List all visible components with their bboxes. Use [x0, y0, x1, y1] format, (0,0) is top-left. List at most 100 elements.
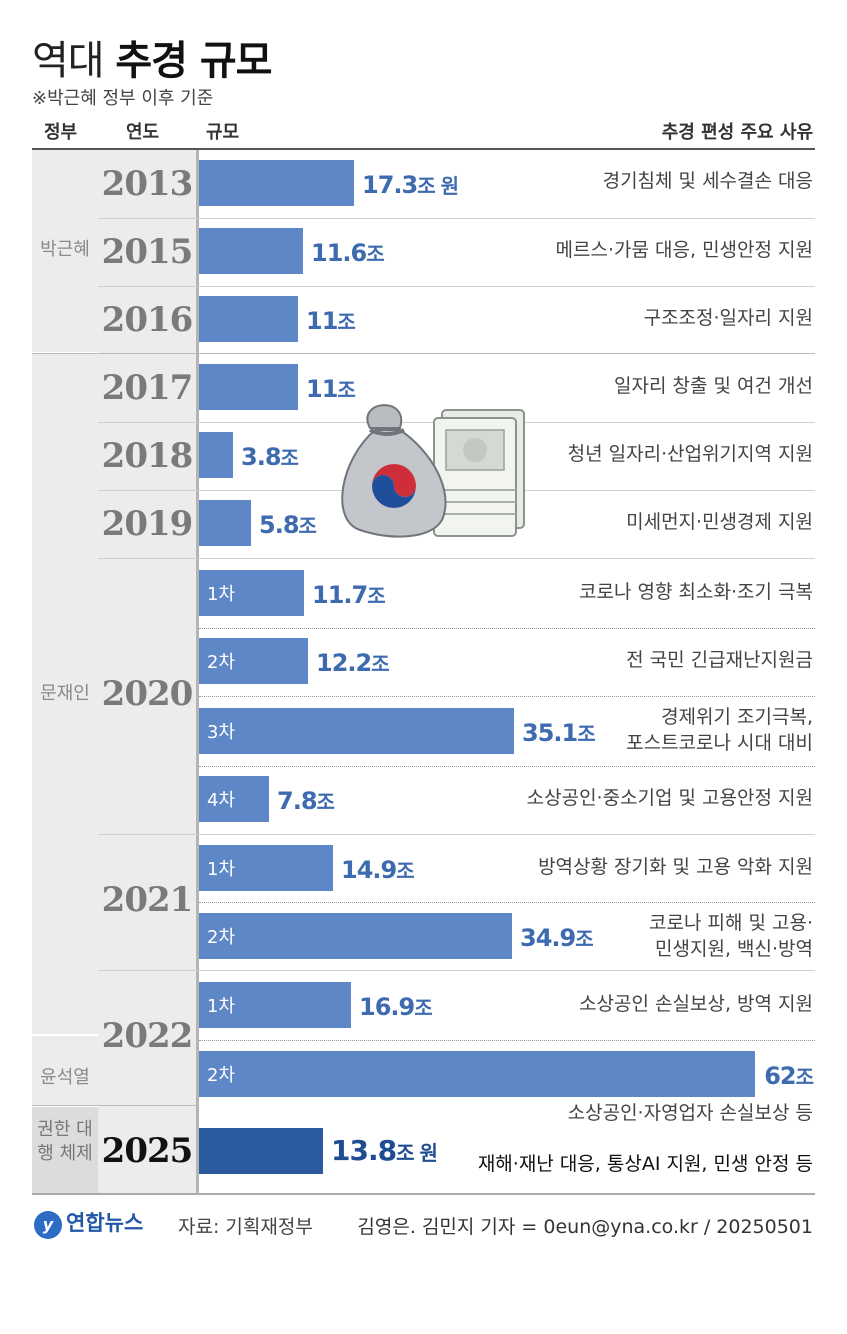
reason-line: 경기침체 및 세수결손 대응 [602, 170, 813, 192]
bar-value-label: 11조 [306, 306, 356, 335]
bar-value-label: 35.1조 [522, 718, 596, 747]
value-unit: 조 [316, 790, 335, 814]
year-label: 2013 [101, 164, 194, 204]
value-unit: 조 원 [417, 174, 459, 198]
header-government: 정부 [44, 122, 78, 143]
bar-round-label: 2차 [207, 927, 236, 948]
row-divider [98, 834, 815, 835]
bar-2013 [199, 160, 354, 206]
value-number: 14.9 [341, 856, 397, 884]
year-label: 2019 [101, 504, 194, 544]
reason-text: 구조조정·일자리 지원 [644, 305, 813, 331]
value-unit: 조 [298, 514, 317, 538]
bar-round-label: 2차 [207, 652, 236, 673]
value-number: 34.9 [520, 924, 576, 952]
bar-2018 [199, 432, 233, 478]
header-year: 연도 [126, 122, 160, 143]
bar-round-label: 3차 [207, 722, 236, 743]
gov-label-moon: 문재인 [40, 683, 90, 704]
value-number: 11.6 [311, 239, 367, 267]
year-label: 2017 [101, 368, 194, 408]
bar-2020-3차: 3차 [199, 708, 514, 754]
bar-value-label: 17.3조 원 [362, 170, 459, 199]
header-divider [32, 148, 815, 150]
value-number: 11 [306, 375, 338, 403]
yonhap-logo: y 연합뉴스 [34, 1207, 143, 1239]
bar-value-label: 14.9조 [341, 855, 415, 884]
value-unit: 조 [795, 1065, 814, 1089]
reason-line: 소상공인·자영업자 손실보상 등 [567, 1102, 813, 1124]
bar-round-label: 1차 [207, 996, 236, 1017]
bar-2016 [199, 296, 298, 342]
row-divider [32, 1105, 197, 1106]
credit-text: 김영은. 김민지 기자 = 0eun@yna.co.kr / 20250501 [357, 1216, 813, 1238]
row-divider [98, 970, 815, 971]
row-divider [199, 1040, 815, 1041]
year-label: 2021 [101, 880, 194, 920]
reason-line: 소상공인·중소기업 및 고용안정 지원 [526, 787, 813, 809]
row-divider [98, 286, 815, 287]
gov-band-acting [32, 1107, 98, 1193]
value-number: 17.3 [362, 171, 418, 199]
gov-band-yoon [32, 1036, 98, 1105]
logo-icon: y [34, 1211, 62, 1239]
reason-text: 재해·재난 대응, 통상AI 지원, 민생 안정 등 [478, 1151, 813, 1177]
money-bag-icon [341, 404, 447, 538]
logo-text: 연합뉴스 [66, 1211, 144, 1235]
reason-text: 메르스·가뭄 대응, 민생안정 지원 [556, 237, 813, 263]
reason-text: 청년 일자리·산업위기지역 지원 [568, 441, 813, 467]
reason-text: 소상공인·중소기업 및 고용안정 지원 [527, 785, 813, 811]
gov-label-park: 박근혜 [40, 239, 90, 260]
bar-2020-4차: 4차 [199, 776, 269, 822]
bar-round-label: 1차 [207, 584, 236, 605]
header-reason: 추경 편성 주요 사유 [661, 122, 813, 143]
bar-value-label: 5.8조 [259, 510, 317, 539]
row-divider [32, 353, 815, 354]
reason-line: 코로나 영향 최소화·조기 극복 [579, 581, 813, 603]
bar-2017 [199, 364, 298, 410]
reason-line: 방역상황 장기화 및 고용 악화 지원 [538, 856, 813, 878]
value-unit: 조 [414, 996, 432, 1020]
bar-value-label: 12.2조 [316, 648, 390, 677]
value-unit: 조 [577, 722, 595, 746]
row-divider [199, 628, 815, 629]
reason-line: 전 국민 긴급재난지원금 [626, 649, 813, 671]
value-unit: 조 [366, 242, 384, 266]
value-number: 5.8 [259, 511, 300, 539]
reason-line: 메르스·가뭄 대응, 민생안정 지원 [555, 239, 813, 261]
gov-band-park [32, 150, 98, 352]
value-unit: 조 [575, 927, 593, 951]
reason-line: 구조조정·일자리 지원 [643, 307, 813, 329]
bar-value-label: 16.9조 [359, 992, 433, 1021]
reason-text: 코로나 피해 및 고용· 민생지원, 백신·방역 [649, 910, 813, 962]
value-unit: 조 원 [396, 1141, 438, 1165]
bar-value-label: 11조 [306, 374, 356, 403]
year-label: 2025 [101, 1131, 194, 1171]
reason-line: 포스트코로나 시대 대비 [626, 732, 813, 754]
year-label: 2020 [101, 674, 194, 714]
value-unit: 조 [337, 310, 355, 334]
bar-2021-2차: 2차 [199, 913, 512, 959]
row-divider [199, 696, 815, 697]
reason-text: 코로나 영향 최소화·조기 극복 [579, 579, 813, 605]
cash-stack-icon [433, 409, 525, 537]
bar-value-label: 13.8조 원 [331, 1134, 438, 1167]
reason-line: 민생지원, 백신·방역 [655, 938, 813, 960]
reason-text: 경기침체 및 세수결손 대응 [603, 168, 813, 194]
bar-value-label: 62조 [764, 1061, 814, 1090]
page-title: 역대 추경 규모 [32, 28, 272, 86]
bottom-divider [32, 1193, 815, 1195]
value-number: 62 [764, 1062, 796, 1090]
reason-text: 일자리 창출 및 여건 개선 [614, 373, 813, 399]
bar-value-label: 11.7조 [312, 580, 386, 609]
row-divider [199, 766, 815, 767]
bar-axis [196, 150, 199, 1193]
title-bold: 추경 규모 [115, 38, 272, 84]
bar-2022-1차: 1차 [199, 982, 351, 1028]
year-label: 2022 [101, 1016, 194, 1056]
bar-value-label: 11.6조 [311, 238, 385, 267]
reason-text: 경제위기 조기극복, 포스트코로나 시대 대비 [626, 704, 813, 756]
source-text: 자료: 기획재정부 [178, 1216, 313, 1238]
bar-value-label: 34.9조 [520, 923, 594, 952]
reason-line: 코로나 피해 및 고용· [649, 912, 813, 934]
